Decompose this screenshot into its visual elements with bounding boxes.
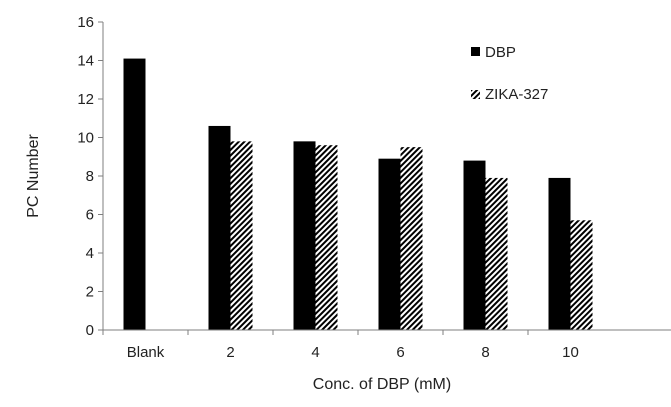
x-tick-label: Blank <box>127 344 165 361</box>
bar-zika-327-2 <box>230 141 253 330</box>
bar-dbp-10 <box>548 177 571 330</box>
bar-zika-327-6 <box>400 147 423 330</box>
bar-zika-327-10 <box>570 220 593 330</box>
bar-dbp-8 <box>463 160 486 330</box>
x-tick-label: 4 <box>311 344 319 361</box>
x-tick-label: 8 <box>481 344 489 361</box>
x-tick-label: 2 <box>226 344 234 361</box>
x-tick-label: 10 <box>562 344 579 361</box>
y-tick-label: 6 <box>86 207 94 224</box>
bar-zika-327-8 <box>485 177 508 330</box>
x-axis-ticks: Blank 2 4 6 8 10 <box>102 330 579 361</box>
bar-zika-327-4 <box>315 145 338 330</box>
bars-layer <box>123 58 593 330</box>
x-axis-title: Conc. of DBP (mM) <box>313 376 451 393</box>
y-tick-label: 8 <box>86 168 94 185</box>
legend: DBP ZIKA-327 <box>471 44 548 103</box>
y-tick-label: 14 <box>77 53 94 70</box>
y-tick-label: 0 <box>86 322 94 339</box>
bar-dbp-blank <box>123 58 146 330</box>
x-tick-label: 6 <box>396 344 404 361</box>
bar-dbp-4 <box>293 141 316 330</box>
legend-swatch-dbp <box>471 47 480 56</box>
bar-dbp-6 <box>378 158 401 330</box>
y-tick-label: 2 <box>86 284 94 301</box>
y-axis-title: PC Number <box>25 134 42 218</box>
bar-dbp-2 <box>208 125 231 330</box>
y-tick-label: 16 <box>77 14 94 31</box>
y-axis-ticks: 0 2 4 6 8 10 12 14 16 <box>77 14 103 339</box>
y-tick-label: 4 <box>86 245 94 262</box>
legend-swatch-zika-327 <box>471 90 480 99</box>
legend-label-dbp: DBP <box>485 44 516 61</box>
y-tick-label: 12 <box>77 91 94 108</box>
y-tick-label: 10 <box>77 130 94 147</box>
legend-label-zika-327: ZIKA-327 <box>485 86 548 103</box>
